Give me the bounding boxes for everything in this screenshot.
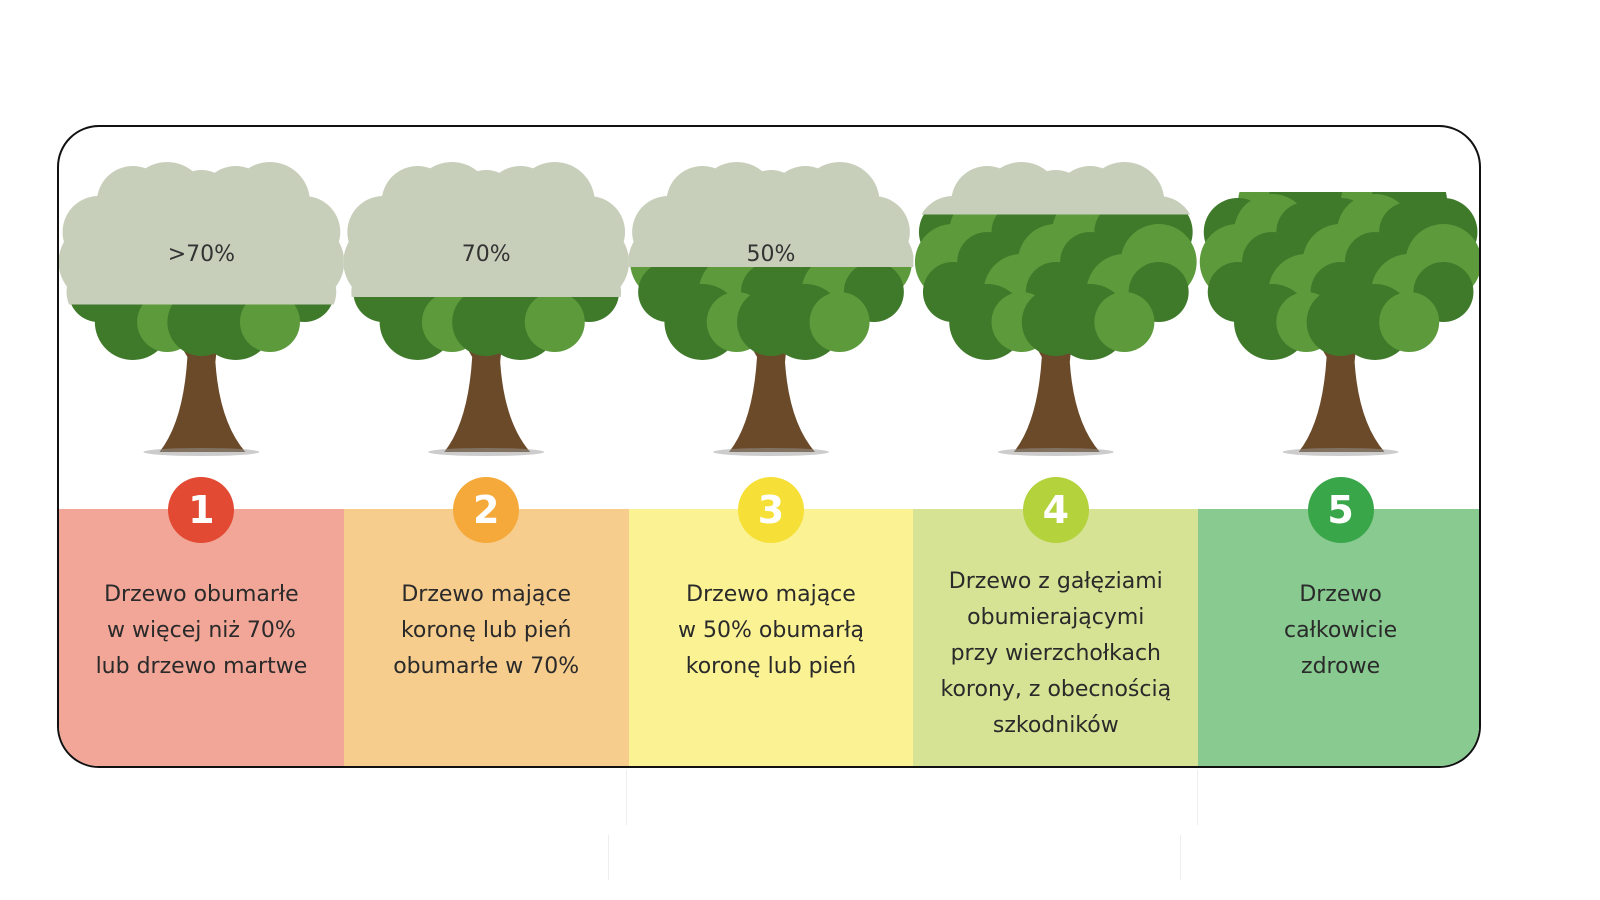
stage-description: Drzewo mające koronę lub pień obumarłe w 7… [344, 577, 629, 685]
canopy-dead [628, 162, 914, 267]
tree-4 [914, 162, 1197, 456]
canopy-live [914, 214, 1197, 360]
canopy-dead [59, 162, 344, 305]
tree-1 [59, 162, 344, 456]
trees-illustration [59, 162, 1479, 456]
tree-trunk [1282, 302, 1385, 452]
tree-shadow [143, 448, 260, 456]
tree-3 [628, 162, 914, 456]
dead-percent-label: 70% [461, 242, 511, 267]
divider-line [1180, 835, 1181, 880]
divider-line [608, 835, 609, 880]
stage-number-badge: 1 [168, 477, 235, 543]
canopy-live [71, 304, 332, 360]
canopy-live [1199, 192, 1479, 360]
description-line: korony, z obecnością [940, 677, 1172, 702]
stage-panel-3: Drzewo mające w 50% obumarłą koronę lub pi… [628, 509, 914, 766]
description-line: w więcej niż 70% [106, 618, 296, 643]
description-line: obumierającymi [967, 605, 1145, 630]
tree-5 [1199, 192, 1479, 456]
description-line: Drzewo mające [686, 582, 856, 607]
stage-description: Drzewo całkowicie zdrowe [1198, 577, 1479, 685]
tree-shadow [1282, 448, 1399, 456]
description-line: obumarłe w 70% [393, 654, 580, 679]
tree-shadow [428, 448, 545, 456]
description-line: koronę lub pień [685, 654, 857, 679]
tree-2 [343, 162, 629, 456]
divider-line [1197, 770, 1198, 825]
stage-number-badge: 4 [1022, 477, 1089, 543]
dead-percent-label: 50% [746, 242, 796, 267]
tree-shadow [713, 448, 829, 456]
tree-trunk [997, 302, 1100, 452]
description-line: zdrowe [1301, 654, 1381, 679]
stage-number-badge: 5 [1307, 477, 1374, 543]
stage-description: Drzewo mające w 50% obumarłą koronę lub pi… [629, 577, 914, 685]
stage-description: Drzewo obumarłe w więcej niż 70% lub drzew… [59, 577, 344, 685]
tree-trunk [713, 302, 815, 452]
stage-number-badge: 3 [738, 477, 804, 543]
description-line: przy wierzchołkach [950, 641, 1161, 666]
tree-health-scale: Drzewo obumarłe w więcej niż 70% lub drzew… [57, 125, 1481, 768]
description-line: w 50% obumarłą [678, 618, 864, 643]
description-line: lub drzewo martwe [95, 654, 308, 679]
description-line: Drzewo [1299, 582, 1382, 607]
description-line: Drzewo mające [401, 582, 572, 607]
canopy-live [353, 297, 619, 360]
canopy-dead [921, 162, 1191, 215]
description-line: całkowicie [1284, 618, 1398, 643]
stage-area: Drzewo obumarłe w więcej niż 70% lub drzew… [59, 127, 1479, 766]
description-line: szkodników [992, 713, 1119, 738]
stage-panel-1: Drzewo obumarłe w więcej niż 70% lub drzew… [59, 509, 344, 766]
description-line: Drzewo obumarłe [104, 582, 299, 607]
divider-line [626, 770, 627, 825]
dead-percent-label: >70% [167, 242, 236, 267]
stage-panel-5: Drzewo całkowicie zdrowe [1198, 509, 1479, 766]
stage-description: Drzewo z gałęziami obumierającymi przy wie… [913, 564, 1198, 744]
tree-shadow [997, 448, 1114, 456]
canopy-dead [343, 162, 629, 297]
tree-trunk [428, 302, 531, 452]
canopy-live [630, 267, 912, 360]
description-line: Drzewo z gałęziami [948, 569, 1163, 594]
description-line: koronę lub pień [400, 618, 572, 643]
stage-panel-2: Drzewo mające koronę lub pień obumarłe w 7… [343, 509, 629, 766]
stage-number-badge: 2 [453, 477, 520, 543]
stage-panel-4: Drzewo z gałęziami obumierającymi przy wie… [913, 509, 1199, 766]
tree-trunk [143, 302, 246, 452]
